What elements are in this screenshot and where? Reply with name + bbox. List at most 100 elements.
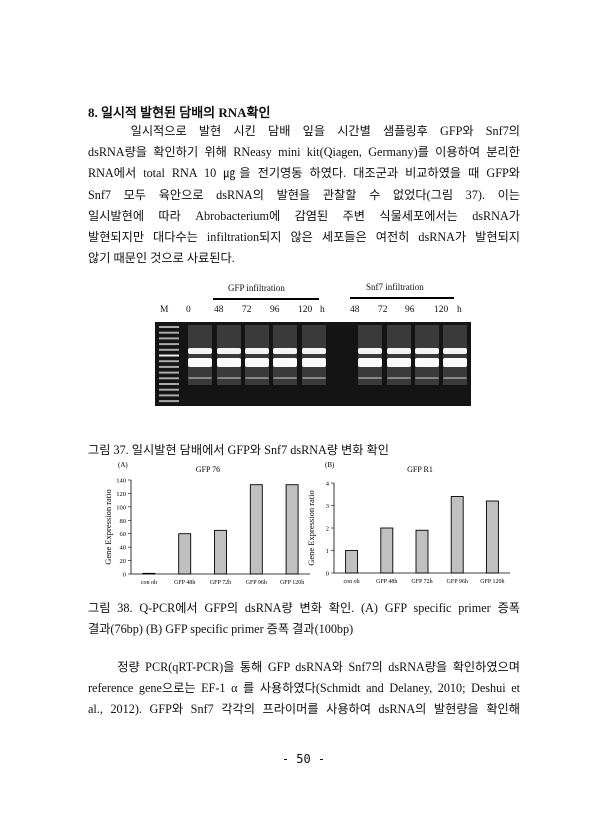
lane-label: 0 [186,305,191,315]
rna-band [245,377,269,379]
rna-band [273,348,297,354]
text-line: 않기 때문인 것으로 사료된다. [88,251,235,266]
section-heading: 8. 일시적 발현된 담배의 RNA확인 [88,105,271,120]
marker-band [159,343,179,346]
page-number: - 50 - [281,752,326,766]
lane-smear [217,325,241,385]
bar [285,484,299,575]
lane-label: 72 [242,305,252,315]
lane-smear [188,325,212,385]
bar [249,484,263,575]
text-line: reference gene으로는 EF-1 α 를 사용하였다(Schmidt… [88,681,520,696]
x-tick-label: GFP 72h [210,580,231,586]
panel-label: (A) [118,461,128,469]
panel-label: (B) [325,461,335,469]
figure-38-caption: 그림 38. Q-PCR에서 GFP의 dsRNA량 변화 확인. (A) GF… [88,598,520,640]
rna-band [415,358,439,367]
bar [214,529,227,575]
y-tick-label: 1 [326,548,329,555]
lane-label: 120 [434,305,449,315]
gfp-group-bar [213,298,319,300]
y-tick-label: 0 [123,572,126,579]
x-tick-label: GFP 72h [411,579,432,585]
lane-label: 72 [378,305,388,315]
text-line: Snf7 모두 육안으로 dsRNA의 발현을 관찰할 수 없었다(그림 37)… [88,187,520,202]
lane-label: 48 [214,305,224,315]
rna-band [443,377,467,379]
lane-label: 96 [405,305,415,315]
marker-band [159,337,179,340]
marker-band [159,400,179,403]
x-tick-label: con oh [344,579,360,585]
rna-band [302,377,326,379]
marker-band [159,388,179,391]
caption-line: 결과(76bp) (B) GFP specific primer 증폭 결과(1… [88,622,354,637]
y-axis-label: Gene Expression ratio [306,490,316,566]
lane-label: 96 [270,305,280,315]
lane-smear [273,325,297,385]
y-tick-label: 120 [116,491,126,498]
caption-line: 그림 38. Q-PCR에서 GFP의 dsRNA량 변화 확인. (A) GF… [88,601,520,615]
text-line: 일시적으로 발현 시킨 담배 잎을 시간별 샘플링후 GFP와 Snf7의 [88,124,520,138]
rna-band [415,377,439,379]
bar [380,527,394,574]
y-tick-label: 0 [326,571,329,578]
rna-band [387,358,411,367]
x-tick-label: GFP 120h [280,580,304,586]
rna-band [358,348,382,354]
rna-band [245,348,269,354]
marker-band [159,394,179,397]
text-line: 일시발현에 따라 Abrobacterium에 감염된 주변 식물세포에서는 d… [88,208,520,223]
rna-band [217,348,241,354]
marker-band [159,360,179,363]
y-tick-label: 4 [326,481,330,488]
bar [142,572,156,575]
snf7-group-label: Snf7 infiltration [366,282,424,292]
y-axis-label: Gene Expression ratio [103,489,113,565]
lane-label: M [160,305,169,315]
marker-band [159,354,179,357]
paragraph-1: 일시적으로 발현 시킨 담배 잎을 시간별 샘플링후 GFP와 Snf7의 ds… [88,121,520,269]
marker-band [159,371,179,374]
rna-band [188,377,212,379]
y-tick-label: 100 [116,504,126,511]
rna-band [188,358,212,367]
y-tick-label: 40 [120,545,127,552]
lane-smear [443,325,467,385]
rna-band [217,358,241,367]
y-tick-label: 140 [116,478,126,485]
gfp-group-label: GFP infiltration [228,283,285,293]
y-tick-label: 60 [120,531,127,538]
text-line: dsRNA량을 확인하기 위해 RNeasy mini kit(Qiagen, … [88,145,520,160]
x-tick-label: GFP 96h [246,580,267,586]
lane-smear [358,325,382,385]
text-line: al., 2012). GFP와 Snf7 각각의 프라이머를 사용하여 dsR… [88,702,520,717]
bar [415,529,429,574]
rna-band [302,358,326,367]
y-tick-label: 20 [120,558,127,565]
lane-smear [302,325,326,385]
text-line: 정량 PCR(qRT-PCR)을 통해 GFP dsRNA와 Snf7의 dsR… [88,660,520,674]
paragraph-2: 정량 PCR(qRT-PCR)을 통해 GFP dsRNA와 Snf7의 dsR… [88,657,520,721]
marker-band [159,331,179,334]
rna-band [217,377,241,379]
chart-title: GFP R1 [407,465,433,474]
text-line: RNA에서 total RNA 10 ㎍을 전기영동 하였다. 대조군과 비교하… [88,166,520,181]
rna-band [188,348,212,354]
x-tick-label: con oh [141,580,157,586]
rna-band [387,348,411,354]
marker-band [159,365,179,368]
x-tick-label: GFP 48h [376,579,397,585]
x-tick-label: GFP 48h [174,580,195,586]
y-tick-label: 80 [120,518,127,525]
lane-label: 48 [350,305,360,315]
lane-label: 120 [298,305,313,315]
marker-band [159,326,179,328]
lane-label: h [457,305,462,315]
text-line: 발현되지만 대다수는 infiltration되지 않은 세포들은 여전히 ds… [88,230,520,245]
x-tick-label: GFP 96h [447,579,468,585]
bar [485,500,499,574]
y-tick-label: 2 [326,526,329,533]
rna-band [273,377,297,379]
